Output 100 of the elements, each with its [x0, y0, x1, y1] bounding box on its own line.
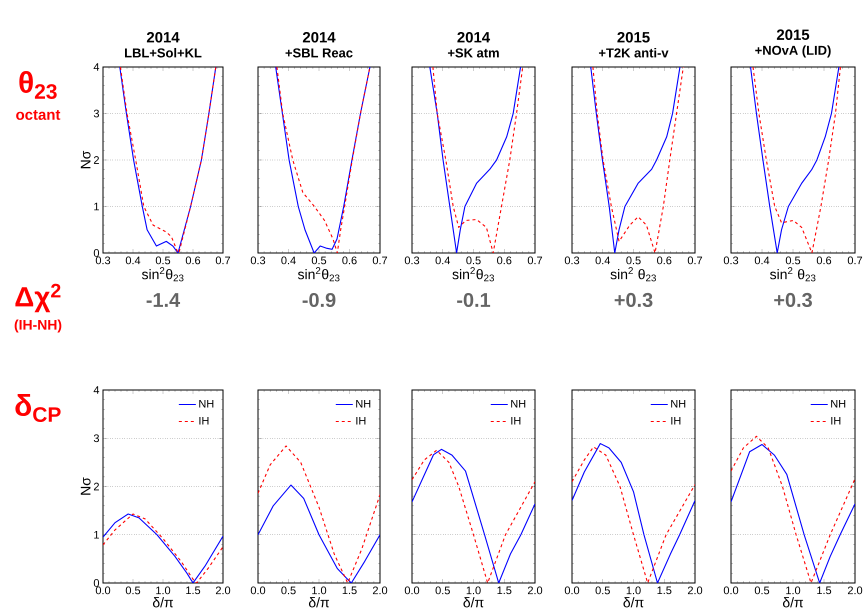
legend-label: NH — [511, 400, 526, 408]
text: -1.4 — [146, 293, 180, 307]
x-tick-label: 0.5 — [754, 586, 770, 594]
text: +0.3 — [774, 292, 812, 308]
x-tick-label: 0.7 — [848, 256, 862, 264]
x-tick-label: 0.5 — [126, 586, 140, 594]
x-axis-title: sin$^{2}$θ$_{23}$ — [142, 267, 184, 282]
x-tick-label: 0.5 — [596, 586, 610, 594]
legend-label: NH — [356, 400, 370, 408]
legend-label: NH — [199, 400, 214, 408]
chart-title: 2015 — [617, 32, 650, 43]
x-tick-label: 1.0 — [156, 586, 170, 594]
text: -0.9 — [302, 292, 336, 308]
x-tick-label: 0.7 — [528, 256, 542, 264]
legend-label: IH — [356, 417, 366, 425]
x-tick-label: 0.4 — [436, 256, 450, 264]
legend-label: IH — [199, 417, 208, 425]
y-tick-label: 4 — [94, 63, 100, 71]
x-tick-label: 0.0 — [724, 586, 738, 594]
chart-subtitle: +T2K anti-v — [598, 48, 669, 58]
x-tick-label: 1.0 — [312, 586, 326, 594]
x-tick-label: 0.5 — [626, 256, 641, 264]
x-axis-title: δ/π — [782, 597, 804, 608]
text: -0.1 — [457, 292, 490, 308]
x-tick-label: 2.0 — [528, 586, 542, 594]
legend-label: NH — [831, 400, 846, 408]
x-tick-label: 0.7 — [688, 256, 702, 264]
x-tick-label: 0.6 — [657, 256, 672, 264]
text: δ$_{CP}$ — [15, 394, 61, 422]
x-axis-title: sin$^{2}$θ$_{23}$ — [452, 267, 494, 282]
x-tick-label: 0.3 — [564, 256, 580, 264]
x-tick-label: 2.0 — [216, 586, 230, 594]
x-tick-label: 1.5 — [342, 586, 357, 594]
text: octant — [16, 110, 60, 120]
x-axis-title: δ/π — [623, 597, 644, 608]
x-tick-label: 1.0 — [466, 586, 481, 594]
chart-title: 2014 — [457, 32, 490, 43]
chart-title: 2014 — [302, 32, 336, 43]
text: +0.3 — [614, 292, 652, 308]
x-tick-label: 0.0 — [404, 586, 420, 594]
legend-label: NH — [671, 400, 686, 408]
x-tick-label: 0.0 — [250, 586, 266, 594]
x-tick-label: 0.0 — [96, 586, 110, 594]
chart-subtitle: +SBL Reac — [286, 48, 353, 58]
x-tick-label: 0.3 — [250, 256, 266, 264]
x-tick-label: 0.6 — [342, 256, 357, 264]
x-tick-label: 0.5 — [436, 586, 450, 594]
line-series — [103, 513, 224, 583]
y-tick-label: 1 — [94, 530, 99, 539]
chart-title: 2015 — [776, 29, 810, 40]
y-axis-title: Nσ — [80, 150, 91, 168]
y-tick-label: 2 — [94, 482, 99, 490]
x-tick-label: 1.0 — [626, 586, 641, 594]
x-tick-label: 0.5 — [786, 256, 800, 264]
x-tick-label: 0.5 — [281, 586, 296, 594]
x-tick-label: 0.4 — [126, 256, 140, 264]
x-tick-label: 0.4 — [754, 256, 770, 264]
x-axis-title: δ/π — [308, 597, 330, 608]
legend-label: IH — [511, 417, 520, 425]
x-axis-title: δ/π — [152, 597, 174, 608]
y-tick-label: 0 — [94, 579, 100, 587]
x-tick-label: 1.5 — [186, 586, 200, 594]
legend-label: IH — [831, 417, 840, 425]
text: (IH-NH) — [14, 319, 62, 332]
x-tick-label: 0.7 — [372, 256, 388, 264]
legend-label: IH — [671, 417, 680, 425]
x-tick-label: 0.5 — [466, 256, 481, 264]
chart-title: 2014 — [146, 32, 180, 43]
y-tick-label: 1 — [94, 202, 99, 210]
x-tick-label: 0.5 — [312, 256, 326, 264]
x-tick-label: 0.0 — [564, 586, 580, 594]
x-axis-title: δ/π — [463, 597, 484, 608]
x-tick-label: 2.0 — [848, 586, 862, 594]
y-tick-label: 3 — [94, 110, 99, 118]
x-tick-label: 0.3 — [96, 256, 110, 264]
y-axis-title: Nσ — [80, 477, 91, 495]
chart-subtitle: LBL+Sol+KL — [125, 48, 202, 58]
x-axis-title: sin$^{2}$ θ$_{23}$ — [770, 267, 816, 282]
x-tick-label: 1.5 — [817, 586, 832, 594]
text: Δχ$^{2}$ — [15, 284, 60, 312]
x-tick-label: 0.6 — [816, 256, 832, 264]
x-tick-label: 2.0 — [372, 586, 388, 594]
x-tick-label: 1.5 — [497, 586, 512, 594]
text: θ$_{23}$ — [19, 71, 57, 99]
x-tick-label: 0.3 — [724, 256, 738, 264]
y-tick-label: 0 — [94, 249, 100, 257]
x-tick-label: 0.4 — [596, 256, 610, 264]
chart-subtitle: +SK atm — [448, 48, 499, 58]
x-tick-label: 0.6 — [186, 256, 200, 264]
x-axis-title: sin$^{2}$ θ$_{23}$ — [610, 267, 656, 282]
x-axis-title: sin$^{2}$θ$_{23}$ — [298, 267, 340, 282]
x-tick-label: 0.4 — [281, 256, 296, 264]
x-tick-label: 0.5 — [156, 256, 170, 264]
y-tick-label: 2 — [94, 156, 99, 164]
x-tick-label: 0.6 — [497, 256, 512, 264]
x-tick-label: 1.0 — [786, 586, 800, 594]
y-tick-label: 4 — [94, 386, 100, 394]
x-tick-label: 0.3 — [404, 256, 420, 264]
chart-subtitle: +NOvA (LID) — [755, 45, 831, 58]
y-tick-label: 3 — [94, 434, 99, 442]
